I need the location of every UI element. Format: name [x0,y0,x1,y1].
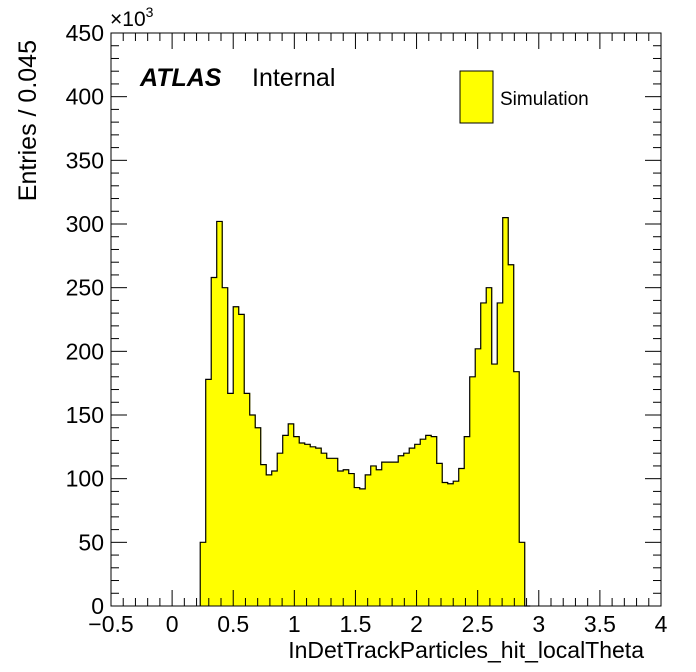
histogram-bin [370,465,377,606]
atlas-label: ATLAS [139,64,222,92]
histogram-bin [299,443,306,606]
y-axis-label: Entries / 0.045 [14,40,42,201]
histogram-bin [425,435,432,606]
x-axis-ticks [110,33,662,606]
histogram-bin [508,264,515,606]
x-tick-label: 3.5 [584,611,616,637]
y-tick-label: 250 [66,275,104,301]
histogram-bin [442,482,449,606]
histogram-bars [200,217,526,606]
histogram-bin [486,287,493,606]
histogram-bin [315,448,322,606]
histogram-bin [475,348,482,606]
histogram-outline [199,217,531,607]
histogram-bin [469,376,476,606]
histogram-bin [381,462,388,606]
x-tick-label: 1.5 [339,611,371,637]
y-tick-label: 450 [66,20,104,46]
y-tick-label: 0 [91,593,104,619]
histogram-bin [260,464,267,606]
histogram-bin [222,287,229,606]
histogram-bin [266,474,273,606]
histogram-bin [359,488,366,606]
histogram-bin [354,487,361,606]
histogram-bin [244,393,251,606]
y-axis-multiplier: ×103 [110,4,154,31]
x-tick-label: 0.5 [217,611,249,637]
y-tick-label: 100 [66,466,104,492]
x-tick-label: 0 [166,611,179,637]
histogram-bin [255,427,262,606]
histogram-bin [343,469,350,606]
x-tick-label: −0.5 [88,611,133,637]
histogram-bin [458,468,465,606]
histogram-bin [238,314,245,606]
histogram-bin [403,453,410,606]
x-tick-label: 2 [410,611,423,637]
histogram-bin [326,458,333,606]
histogram-bin [497,302,504,606]
histogram-bin [216,221,223,606]
histogram-bin [211,277,218,606]
histogram-bin [227,393,234,606]
histogram-bin [409,448,416,606]
histogram-bin [447,483,454,606]
histogram-bin [420,439,427,606]
histogram-bin [271,471,278,606]
histogram-bin [464,436,471,606]
x-tick-label: 1 [288,611,301,637]
histogram-bin [491,364,498,606]
histogram-bin [205,379,212,606]
histogram-bin [480,302,487,606]
histogram-bin [249,415,256,606]
histogram-bin [414,444,421,606]
x-axis-label: InDetTrackParticles_hit_localTheta [288,637,644,663]
histogram-bin [387,462,394,606]
x-tick-label: 4 [655,611,668,637]
y-tick-label: 400 [66,84,104,110]
histogram-bin [337,471,344,606]
histogram-bin [332,458,339,606]
histogram-bin [277,453,284,606]
histogram-bin [348,473,355,606]
legend-swatch [459,70,494,124]
histogram-bin [293,436,300,606]
histogram-bin [436,463,443,606]
legend-entry-label: Simulation [500,89,589,110]
histogram-bin [392,462,399,606]
y-tick-label: 50 [78,529,104,555]
histogram-bin [200,542,207,606]
y-tick-label: 150 [66,402,104,428]
y-tick-label: 200 [66,338,104,364]
y-tick-label: 350 [66,147,104,173]
histogram-bin [288,423,295,606]
x-axis-tick-labels: −0.5 0 0.5 1 1.5 2 2.5 3 3.5 4 [88,611,667,637]
plot-frame [110,32,662,607]
histogram-bin [513,371,520,606]
y-axis-tick-labels: 0 50 100 150 200 250 300 350 400 450 [66,20,104,619]
histogram-bin [233,306,240,606]
y-tick-label: 300 [66,211,104,237]
histogram-bin [310,446,317,606]
histogram-bin [502,217,509,606]
histogram-bin [431,436,438,606]
histogram-bin [282,435,289,606]
x-tick-label: 3 [532,611,545,637]
histogram-bin [376,469,383,606]
y-axis-multiplier-exponent: 3 [146,4,154,20]
histogram-bin [453,481,460,606]
x-tick-label: 2.5 [462,611,494,637]
histogram-bin [519,542,526,606]
histogram-bin [304,444,311,606]
histogram-bin [321,453,328,606]
internal-label: Internal [252,64,335,92]
y-axis-ticks [111,32,661,607]
histogram-bin [365,474,372,606]
histogram-bin [398,455,405,606]
